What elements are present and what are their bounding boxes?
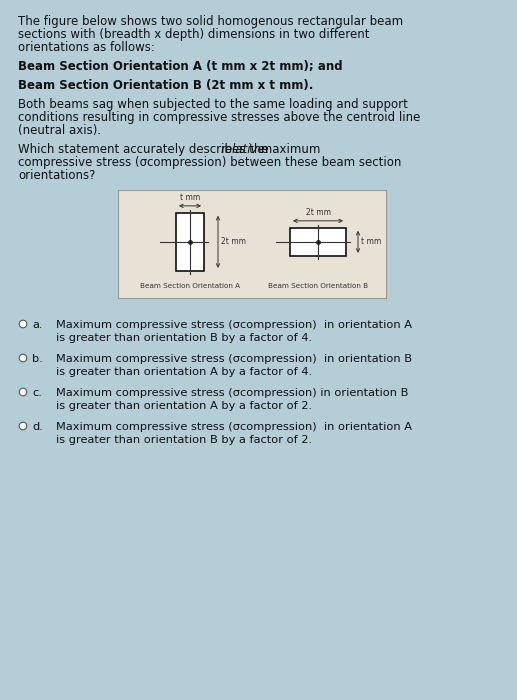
- Text: c.: c.: [32, 388, 42, 398]
- Text: is greater than orientation A by a factor of 2.: is greater than orientation A by a facto…: [56, 401, 312, 411]
- Text: is greater than orientation B by a factor of 4.: is greater than orientation B by a facto…: [56, 333, 312, 343]
- Bar: [290, 228, 346, 256]
- Text: sections with (breadth x depth) dimensions in two different: sections with (breadth x depth) dimensio…: [18, 28, 370, 41]
- Circle shape: [19, 320, 27, 328]
- Text: Beam Section Orientation B: Beam Section Orientation B: [268, 283, 368, 289]
- Text: Maximum compressive stress (σcompression)  in orientation B: Maximum compressive stress (σcompression…: [56, 354, 412, 364]
- Text: (neutral axis).: (neutral axis).: [18, 124, 101, 137]
- Circle shape: [19, 422, 27, 430]
- Text: Both beams sag when subjected to the same loading and support: Both beams sag when subjected to the sam…: [18, 98, 408, 111]
- Text: compressive stress (σcompression) between these beam section: compressive stress (σcompression) betwee…: [18, 156, 401, 169]
- Bar: [176, 213, 204, 271]
- Text: t mm: t mm: [361, 237, 381, 246]
- Text: relative: relative: [221, 143, 266, 156]
- Text: 2t mm: 2t mm: [306, 208, 330, 217]
- Text: d.: d.: [32, 422, 43, 432]
- Text: Which statement accurately describes the: Which statement accurately describes the: [18, 143, 272, 156]
- Text: orientations as follows:: orientations as follows:: [18, 41, 155, 54]
- Text: t mm: t mm: [180, 193, 200, 202]
- Circle shape: [19, 354, 27, 362]
- Text: Beam Section Orientation A: Beam Section Orientation A: [140, 283, 240, 289]
- Text: orientations?: orientations?: [18, 169, 95, 182]
- Text: Beam Section Orientation A (t mm x 2t mm); and: Beam Section Orientation A (t mm x 2t mm…: [18, 60, 343, 73]
- Text: Beam Section Orientation B (2t mm x t mm).: Beam Section Orientation B (2t mm x t mm…: [18, 79, 313, 92]
- Text: is greater than orientation B by a factor of 2.: is greater than orientation B by a facto…: [56, 435, 312, 445]
- Bar: [118, 190, 386, 298]
- Text: Maximum compressive stress (σcompression) in orientation B: Maximum compressive stress (σcompression…: [56, 388, 408, 398]
- Text: conditions resulting in compressive stresses above the centroid line: conditions resulting in compressive stre…: [18, 111, 420, 124]
- Text: is greater than orientation A by a factor of 4.: is greater than orientation A by a facto…: [56, 367, 312, 377]
- Text: Maximum compressive stress (σcompression)  in orientation A: Maximum compressive stress (σcompression…: [56, 422, 412, 432]
- Text: a.: a.: [32, 320, 42, 330]
- Circle shape: [19, 389, 27, 396]
- Text: maximum: maximum: [257, 143, 321, 156]
- Text: The figure below shows two solid homogenous rectangular beam: The figure below shows two solid homogen…: [18, 15, 403, 28]
- Text: b.: b.: [32, 354, 43, 364]
- Text: 2t mm: 2t mm: [221, 237, 246, 246]
- Text: Maximum compressive stress (σcompression)  in orientation A: Maximum compressive stress (σcompression…: [56, 320, 412, 330]
